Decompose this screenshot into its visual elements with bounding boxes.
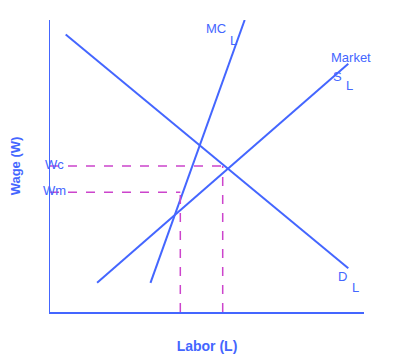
svg-text:L: L (352, 280, 359, 295)
svg-text:Market: Market (331, 50, 371, 65)
svg-text:L: L (346, 78, 353, 93)
svg-text:Labor (L): Labor (L) (177, 338, 238, 354)
svg-text:Wm: Wm (43, 183, 66, 198)
svg-text:Wage (W): Wage (W) (8, 137, 23, 196)
svg-text:Wc: Wc (45, 157, 64, 172)
svg-text:L: L (230, 33, 237, 48)
svg-text:MC: MC (206, 21, 226, 36)
svg-text:D: D (338, 269, 347, 284)
svg-text:S: S (333, 69, 342, 84)
